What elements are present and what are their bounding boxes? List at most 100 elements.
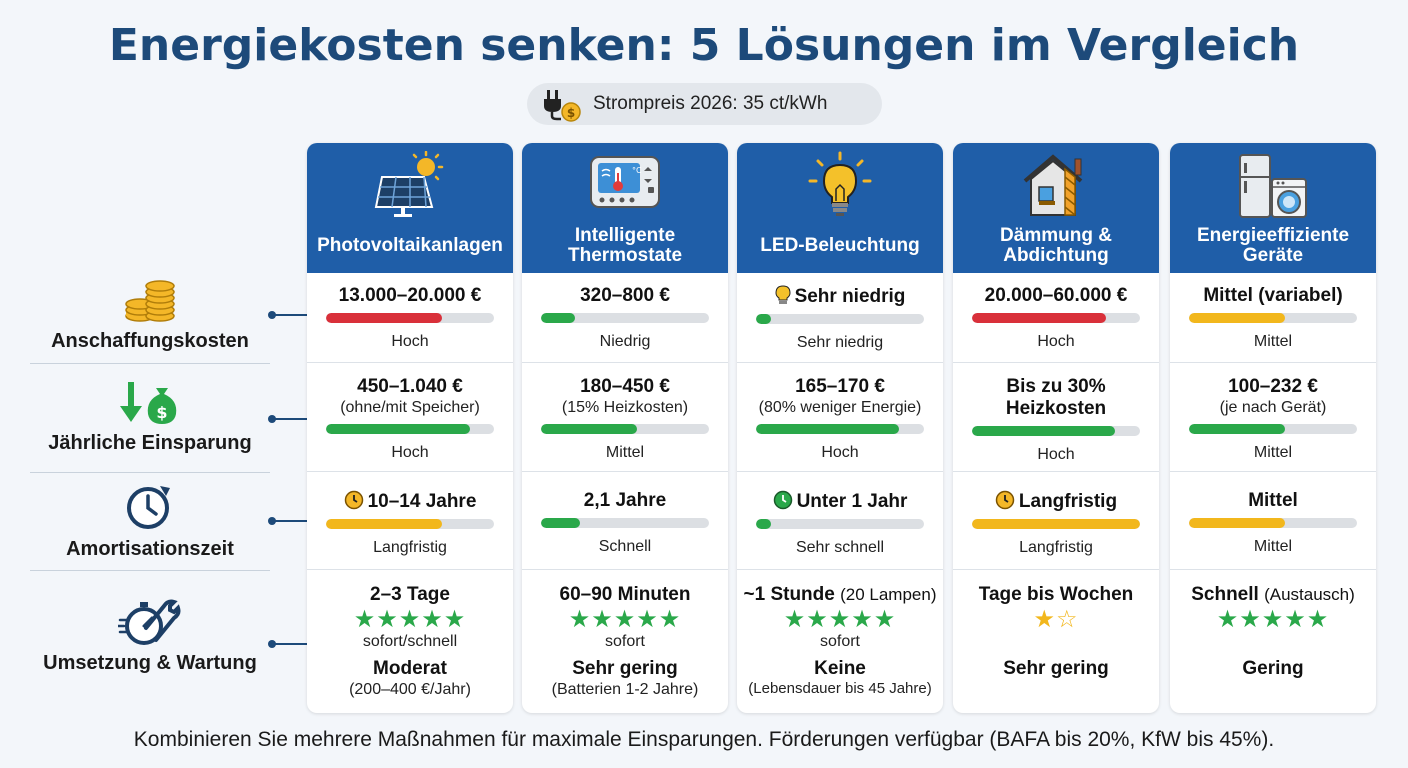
cost-value-text: Sehr niedrig — [794, 286, 906, 307]
payback-value-text: Mittel — [1248, 490, 1298, 511]
stopwatch-wrench-icon — [118, 599, 181, 645]
column-title: Energieeffiziente Geräte — [1196, 225, 1350, 266]
row-connector — [268, 311, 308, 319]
thermostat-icon: °C — [590, 156, 660, 208]
column-header: Dämmung & Abdichtung — [953, 143, 1159, 273]
row-label-text: Umsetzung & Wartung — [43, 652, 257, 674]
column-title: Intelligente Thermostate — [567, 225, 683, 266]
implementation-time: Tage bis Wochen — [978, 584, 1134, 605]
effect-text: sofort — [604, 633, 645, 650]
savings-cell: 450–1.040 € (ohne/mit Speicher) Hoch — [307, 363, 513, 472]
solar-panel-icon — [374, 151, 444, 217]
payback-bar-fill — [756, 519, 772, 529]
implementation-time-note: (20 Lampen) — [840, 585, 937, 604]
payback-cell: 10–14 Jahre Langfristig — [307, 472, 513, 570]
price-badge: $ Strompreis 2026: 35 ct/kWh — [527, 83, 882, 125]
implementation-cell: ~1 Stunde (20 Lampen) ★★★★★ sofort Keine… — [737, 570, 943, 713]
maintenance-value: Sehr gering — [1003, 658, 1109, 679]
savings-bar — [756, 424, 924, 434]
savings-value: Bis zu 30% Heizkosten — [1005, 376, 1107, 419]
column-photovoltaik: Photovoltaikanlagen 13.000–20.000 € Hoch… — [307, 143, 513, 713]
implementation-cell: 2–3 Tage ★★★★★ sofort/schnell Moderat (2… — [307, 570, 513, 713]
cost-value: 13.000–20.000 € — [338, 285, 482, 306]
cost-value: Mittel (variabel) — [1203, 285, 1343, 306]
cost-bar — [326, 313, 494, 323]
savings-note: (15% Heizkosten) — [561, 399, 689, 416]
payback-value-text: 10–14 Jahre — [367, 491, 477, 512]
payback-level: Sehr schnell — [795, 539, 885, 556]
cost-cell: 13.000–20.000 € Hoch — [307, 273, 513, 363]
savings-bar-fill — [541, 424, 637, 434]
implementation-time: 2–3 Tage — [370, 584, 450, 605]
row-label-text: Anschaffungskosten — [51, 330, 249, 352]
implementation-cell: 60–90 Minuten ★★★★★ sofort Sehr gering (… — [522, 570, 728, 713]
savings-value: 165–170 € — [795, 376, 885, 397]
payback-bar-fill — [972, 519, 1140, 529]
implementation-cell: Tage bis Wochen ★☆ Sehr gering — [953, 570, 1159, 713]
savings-level: Hoch — [391, 444, 429, 461]
payback-value: 10–14 Jahre — [307, 490, 513, 513]
cost-bar — [1189, 313, 1357, 323]
payback-bar-fill — [541, 518, 580, 528]
cost-level: Mittel — [1253, 333, 1293, 350]
clock-yellow-icon — [995, 490, 1015, 510]
payback-value-text: Unter 1 Jahr — [796, 491, 908, 512]
row-divider — [30, 363, 270, 364]
payback-cell: Unter 1 Jahr Sehr schnell — [737, 472, 943, 570]
savings-cell: 100–232 € (je nach Gerät) Mittel — [1170, 363, 1376, 472]
savings-level: Hoch — [821, 444, 859, 461]
cost-level: Sehr niedrig — [796, 334, 884, 351]
cost-value: 320–800 € — [580, 285, 670, 306]
column-led: LED-Beleuchtung Sehr niedrig Sehr niedri… — [737, 143, 943, 713]
cost-cell: 20.000–60.000 € Hoch — [953, 273, 1159, 363]
maintenance-value: Sehr gering — [572, 658, 678, 679]
implementation-time-note: (Austausch) — [1264, 585, 1355, 604]
implementation-time: Schnell (Austausch) — [1170, 584, 1376, 606]
row-connector — [268, 415, 308, 423]
payback-bar — [972, 519, 1140, 529]
row-label-text: Jährliche Einsparung — [48, 432, 252, 454]
row-label-savings: $ Jährliche Einsparung — [30, 380, 270, 455]
effect-text: sofort — [819, 633, 860, 650]
cost-level: Hoch — [1037, 333, 1075, 350]
savings-bar — [326, 424, 494, 434]
cost-bar-fill — [541, 313, 575, 323]
cost-level: Niedrig — [599, 333, 651, 350]
svg-text:$: $ — [156, 403, 167, 422]
savings-bar — [972, 426, 1140, 436]
implementation-time-text: ~1 Stunde — [743, 584, 835, 605]
savings-level: Mittel — [605, 444, 645, 461]
maintenance-note: (Batterien 1-2 Jahre) — [551, 681, 699, 698]
payback-value-text: Langfristig — [1018, 491, 1118, 512]
column-header: Photovoltaikanlagen — [307, 143, 513, 273]
column-header: °C Intelligente Thermostate — [522, 143, 728, 273]
cost-level: Hoch — [391, 333, 429, 350]
rating-stars: ★★★★★ — [1216, 605, 1330, 633]
payback-bar-fill — [326, 519, 442, 529]
savings-value: 100–232 € — [1228, 376, 1318, 397]
column-title: Dämmung & Abdichtung — [1000, 225, 1112, 266]
payback-bar — [541, 518, 709, 528]
savings-bar-fill — [972, 426, 1115, 436]
savings-arrow-money-bag-icon: $ — [120, 382, 177, 424]
payback-level: Mittel — [1253, 538, 1293, 555]
savings-bar — [1189, 424, 1357, 434]
svg-text:$: $ — [567, 106, 575, 120]
row-label-cost: Anschaffungskosten — [30, 276, 270, 353]
row-divider — [30, 570, 270, 571]
payback-cell: Langfristig Langfristig — [953, 472, 1159, 570]
payback-bar-fill — [1189, 518, 1285, 528]
cost-bar — [756, 314, 924, 324]
savings-level: Mittel — [1253, 444, 1293, 461]
maintenance-note: (200–400 €/Jahr) — [349, 681, 471, 698]
clock-green-icon — [773, 490, 792, 510]
implementation-time: 60–90 Minuten — [559, 584, 691, 605]
payback-level: Langfristig — [373, 539, 447, 556]
effect-text: sofort/schnell — [362, 633, 458, 650]
house-insulation-icon — [1023, 154, 1083, 216]
row-label-implementation: Umsetzung & Wartung — [30, 598, 270, 675]
column-title: Photovoltaikanlagen — [317, 235, 503, 256]
cost-cell: Mittel (variabel) Mittel — [1170, 273, 1376, 363]
cost-bar-fill — [1189, 313, 1285, 323]
savings-note: (je nach Gerät) — [1219, 399, 1327, 416]
